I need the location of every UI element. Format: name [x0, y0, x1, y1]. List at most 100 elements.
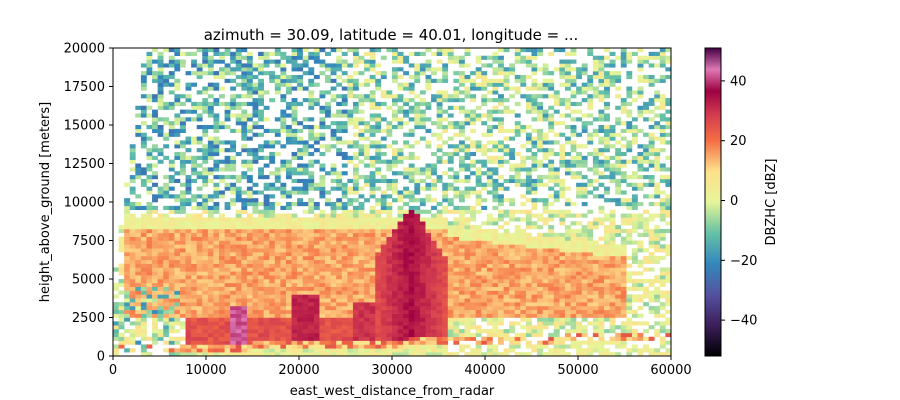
- heatmap-cell: [380, 228, 387, 234]
- heatmap-cell: [230, 352, 237, 357]
- heatmap-cell: [553, 332, 560, 338]
- heatmap-cell: [308, 82, 315, 87]
- heatmap-cell: [414, 198, 421, 203]
- heatmap-cell: [431, 275, 437, 280]
- heatmap-cell: [196, 148, 203, 153]
- heatmap-cell: [498, 255, 504, 261]
- heatmap-cell: [358, 321, 365, 326]
- heatmap-cell: [297, 244, 304, 249]
- heatmap-cell: [364, 340, 370, 345]
- heatmap-cell: [375, 305, 382, 311]
- heatmap-cell: [436, 90, 443, 95]
- heatmap-cell: [297, 225, 304, 230]
- heatmap-cell: [191, 321, 197, 326]
- heatmap-cell: [380, 252, 387, 257]
- heatmap-cell: [503, 259, 510, 264]
- heatmap-cell: [168, 279, 175, 284]
- heatmap-cell: [230, 113, 237, 118]
- heatmap-cell: [509, 236, 516, 241]
- heatmap-cell: [442, 313, 449, 318]
- heatmap-cell: [408, 267, 415, 272]
- heatmap-cell: [592, 171, 599, 176]
- heatmap-cell: [202, 325, 209, 330]
- heatmap-cell: [503, 282, 510, 287]
- heatmap-cell: [174, 305, 181, 311]
- heatmap-cell: [592, 271, 599, 276]
- heatmap-cell: [347, 232, 354, 237]
- heatmap-cell: [470, 313, 476, 318]
- heatmap-cell: [297, 178, 304, 184]
- heatmap-cell: [375, 63, 382, 68]
- heatmap-cell: [564, 317, 571, 322]
- heatmap-cell: [414, 309, 421, 314]
- heatmap-cell: [263, 321, 270, 326]
- heatmap-cell: [564, 82, 571, 87]
- heatmap-cell: [358, 202, 365, 207]
- heatmap-cell: [486, 117, 493, 122]
- heatmap-cell: [542, 136, 549, 141]
- heatmap-cell: [146, 271, 153, 276]
- heatmap-cell: [442, 332, 449, 338]
- heatmap-cell: [520, 267, 527, 272]
- heatmap-cell: [486, 217, 493, 222]
- heatmap-cell: [525, 140, 532, 145]
- heatmap-cell: [263, 252, 270, 257]
- heatmap-cell: [185, 325, 192, 330]
- heatmap-cell: [252, 279, 259, 284]
- heatmap-cell: [163, 236, 170, 241]
- heatmap-cell: [157, 159, 164, 164]
- heatmap-cell: [514, 113, 521, 118]
- heatmap-cell: [191, 329, 197, 334]
- heatmap-cell: [403, 252, 410, 257]
- heatmap-cell: [241, 217, 248, 222]
- heatmap-cell: [514, 344, 521, 349]
- heatmap-cell: [196, 252, 203, 257]
- heatmap-cell: [414, 221, 421, 226]
- heatmap-cell: [347, 275, 354, 280]
- heatmap-cell: [336, 171, 343, 176]
- heatmap-cell: [297, 294, 304, 299]
- heatmap-cell: [230, 348, 237, 353]
- heatmap-cell: [330, 228, 337, 234]
- heatmap-cell: [542, 263, 549, 268]
- heatmap-cell: [470, 290, 476, 295]
- heatmap-cell: [263, 217, 270, 222]
- heatmap-cell: [213, 71, 220, 76]
- heatmap-cell: [291, 171, 298, 176]
- heatmap-cell: [576, 275, 583, 280]
- heatmap-cell: [224, 248, 231, 253]
- heatmap-cell: [129, 252, 136, 257]
- heatmap-cell: [258, 67, 264, 72]
- heatmap-cell: [179, 171, 186, 176]
- heatmap-cell: [564, 213, 571, 218]
- heatmap-cell: [564, 151, 571, 157]
- heatmap-cell: [458, 209, 465, 214]
- heatmap-cell: [475, 117, 482, 122]
- heatmap-cell: [246, 51, 253, 56]
- heatmap-cell: [358, 313, 365, 318]
- heatmap-cell: [297, 198, 304, 203]
- heatmap-cell: [302, 140, 309, 145]
- heatmap-cell: [291, 294, 298, 299]
- heatmap-cell: [514, 101, 521, 107]
- heatmap-cell: [380, 225, 387, 230]
- heatmap-cell: [358, 309, 365, 314]
- heatmap-cell: [269, 228, 276, 234]
- heatmap-cell: [352, 290, 359, 295]
- heatmap-cell: [241, 225, 248, 230]
- heatmap-cell: [525, 236, 532, 241]
- heatmap-cell: [302, 321, 309, 326]
- heatmap-cell: [207, 309, 214, 314]
- heatmap-cell: [364, 178, 370, 184]
- heatmap-cell: [341, 286, 348, 291]
- heatmap-cell: [442, 48, 449, 53]
- heatmap-cell: [470, 140, 476, 145]
- heatmap-cell: [548, 159, 555, 164]
- heatmap-cell: [124, 317, 131, 322]
- heatmap-cell: [219, 302, 225, 307]
- heatmap-cell: [548, 286, 555, 291]
- heatmap-cell: [263, 221, 270, 226]
- heatmap-cell: [464, 275, 471, 280]
- heatmap-cell: [458, 290, 465, 295]
- heatmap-cell: [297, 255, 304, 261]
